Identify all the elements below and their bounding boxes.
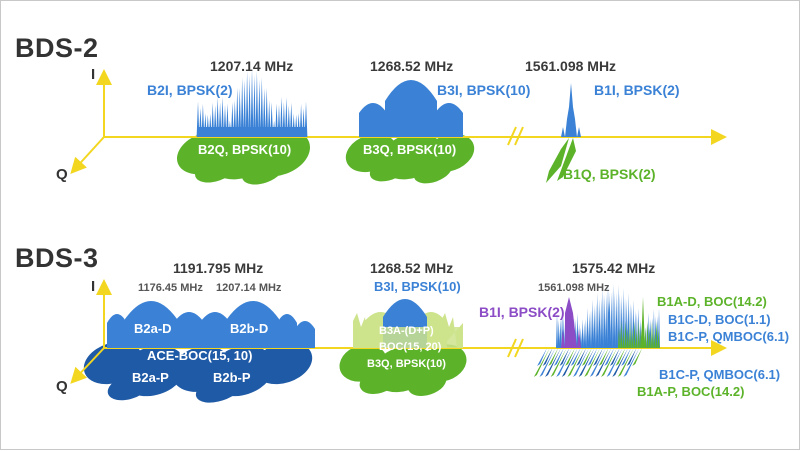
bds3-b1a-d-label: B1A-D, BOC(14.2) [657,294,767,309]
bds3-title: BDS-3 [15,243,99,273]
bds2-b1i-label: B1I, BPSK(2) [594,82,680,98]
bds3-q-label: Q [56,378,68,395]
bds2-freq-1561: 1561.098 MHz [525,58,616,74]
bds2-axis-break-1 [507,126,517,146]
bds3-b1-q-spectrum [533,348,643,377]
bds2-q-axis [70,136,105,174]
bds3-ace-boc-label: ACE-BOC(15, 10) [147,348,252,363]
bds2-b3q-label: B3Q, BPSK(10) [363,142,456,157]
bds3-axis-break-2 [514,338,524,358]
bds3-b3-i-spectrum [353,299,463,348]
bds3-freq-1268: 1268.52 MHz [370,260,453,276]
bds2-b3i-spectrum [359,80,463,137]
bds3-b1c-p-q-label: B1C-P, QMBOC(6.1) [659,367,780,382]
bds3-b3i-label: B3I, BPSK(10) [374,279,461,294]
bds2-freq-1268: 1268.52 MHz [370,58,453,74]
bds2-b2q-spectrum [176,129,310,185]
bds2-q-label: Q [56,166,68,183]
bds3-b2-i-spectrum [107,301,315,348]
bds2-b2i-spectrum [196,69,308,137]
bds2-b2i-label: B2I, BPSK(2) [147,82,233,98]
bds3-b3a-label-2: BOC(15, 20) [379,341,442,353]
bds2-title: BDS-2 [15,33,99,63]
bds3-b1c-d-label: B1C-D, BOC(1.1) [668,312,771,327]
bds3-freq-1575: 1575.42 MHz [572,260,655,276]
bds2-b1i-spectrum [561,83,581,137]
bds3-b3q-spectrum [339,344,467,396]
bds3-i-label: I [91,278,95,295]
bds3-b3q-label: B3Q, BPSK(10) [367,358,446,370]
bds2-b1q-spectrum [546,138,576,183]
bds3-q-axis [70,347,105,384]
bds2-b1q-label: B1Q, BPSK(2) [563,166,656,182]
bds2-b3q-spectrum [345,132,475,184]
bds3-freq-1207: 1207.14 MHz [216,282,282,294]
bds3-b1a-p-label: B1A-P, BOC(14.2) [637,384,744,399]
bds3-b1c-p-label: B1C-P, QMBOC(6.1) [668,329,789,344]
bds3-freq-1191: 1191.795 MHz [173,260,263,276]
bds3-b2b-d-label: B2b-D [230,321,268,336]
bds3-b2-q-spectrum [83,341,313,403]
bds3-b2a-p-label: B2a-P [132,370,169,385]
bds3-b1i-label: B1I, BPSK(2) [479,304,565,320]
bds2-b3i-label: B3I, BPSK(10) [437,82,530,98]
bds3-axis-break-1 [507,338,517,358]
bds2-b2q-label: B2Q, BPSK(10) [198,142,291,157]
bds3-b2b-p-label: B2b-P [213,370,251,385]
bds3-b1-i-spectrum [556,284,660,348]
bds2-axis-break-2 [514,126,524,146]
bds2-freq-1207: 1207.14 MHz [210,58,293,74]
bds3-freq-1176: 1176.45 MHz [138,282,203,294]
bds3-b2a-d-label: B2a-D [134,321,172,336]
bds3-freq-1561: 1561.098 MHz [538,282,610,294]
bds2-i-label: I [91,66,95,83]
bds3-b3a-label-1: B3A-(D+P) [379,325,434,337]
